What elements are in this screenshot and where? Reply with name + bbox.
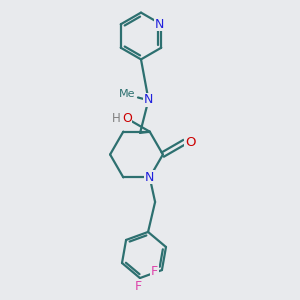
Text: F: F xyxy=(151,265,158,278)
Text: O: O xyxy=(185,136,196,149)
Text: N: N xyxy=(155,18,164,31)
Text: Me: Me xyxy=(119,89,135,100)
Text: N: N xyxy=(145,171,154,184)
Text: O: O xyxy=(122,112,132,125)
Text: F: F xyxy=(135,280,142,293)
Text: H: H xyxy=(111,112,120,125)
Text: N: N xyxy=(144,93,153,106)
